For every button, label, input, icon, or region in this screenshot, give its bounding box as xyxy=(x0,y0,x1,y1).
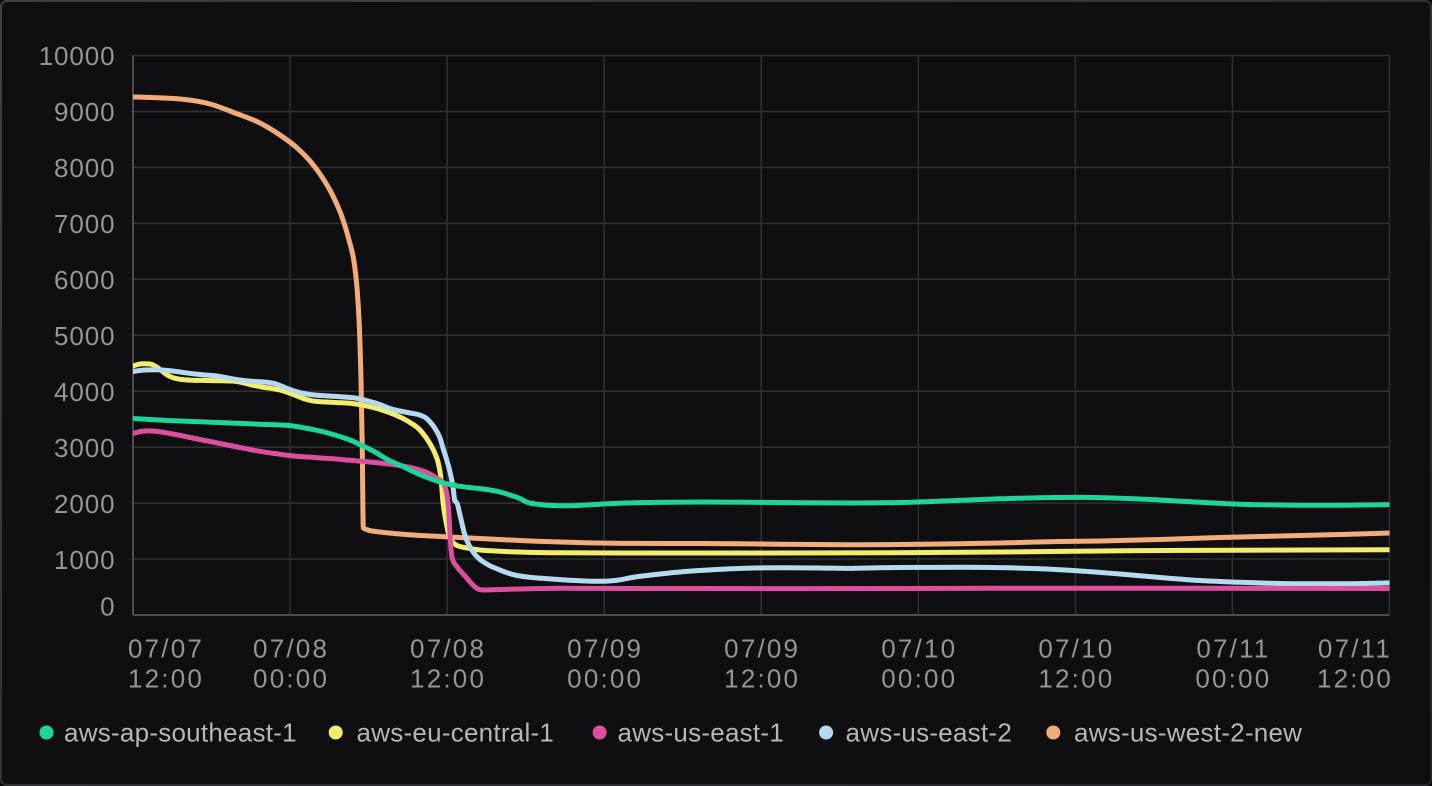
svg-text:00:00: 00:00 xyxy=(253,664,329,694)
svg-text:07/10: 07/10 xyxy=(1038,634,1114,664)
svg-text:00:00: 00:00 xyxy=(1195,664,1271,694)
svg-text:07/08: 07/08 xyxy=(253,634,329,664)
svg-text:1000: 1000 xyxy=(54,545,115,575)
svg-text:2000: 2000 xyxy=(54,489,115,519)
svg-text:00:00: 00:00 xyxy=(881,664,957,694)
svg-text:07/11: 07/11 xyxy=(1318,634,1392,664)
svg-text:07/09: 07/09 xyxy=(724,634,800,664)
svg-text:00:00: 00:00 xyxy=(567,664,643,694)
svg-text:7000: 7000 xyxy=(54,209,115,239)
svg-text:07/08: 07/08 xyxy=(410,634,486,664)
svg-text:9000: 9000 xyxy=(54,97,115,127)
svg-text:07/11: 07/11 xyxy=(1196,634,1270,664)
svg-text:5000: 5000 xyxy=(54,321,115,351)
svg-text:8000: 8000 xyxy=(54,153,115,183)
svg-text:07/09: 07/09 xyxy=(567,634,643,664)
svg-text:12:00: 12:00 xyxy=(1317,664,1393,694)
svg-text:12:00: 12:00 xyxy=(1038,664,1114,694)
svg-text:aws-ap-southeast-1: aws-ap-southeast-1 xyxy=(64,718,297,748)
svg-text:4000: 4000 xyxy=(54,377,115,407)
svg-text:aws-us-west-2-new: aws-us-west-2-new xyxy=(1074,718,1302,748)
svg-text:aws-us-east-2: aws-us-east-2 xyxy=(846,718,1013,748)
svg-text:07/10: 07/10 xyxy=(881,634,957,664)
svg-text:10000: 10000 xyxy=(39,41,116,71)
svg-text:3000: 3000 xyxy=(54,433,115,463)
svg-text:12:00: 12:00 xyxy=(410,664,486,694)
svg-text:12:00: 12:00 xyxy=(128,664,204,694)
svg-text:12:00: 12:00 xyxy=(724,664,800,694)
svg-text:0: 0 xyxy=(100,592,115,622)
svg-text:aws-us-east-1: aws-us-east-1 xyxy=(618,718,785,748)
svg-text:07/07: 07/07 xyxy=(128,634,204,664)
svg-text:6000: 6000 xyxy=(54,265,115,295)
svg-text:aws-eu-central-1: aws-eu-central-1 xyxy=(357,718,555,748)
